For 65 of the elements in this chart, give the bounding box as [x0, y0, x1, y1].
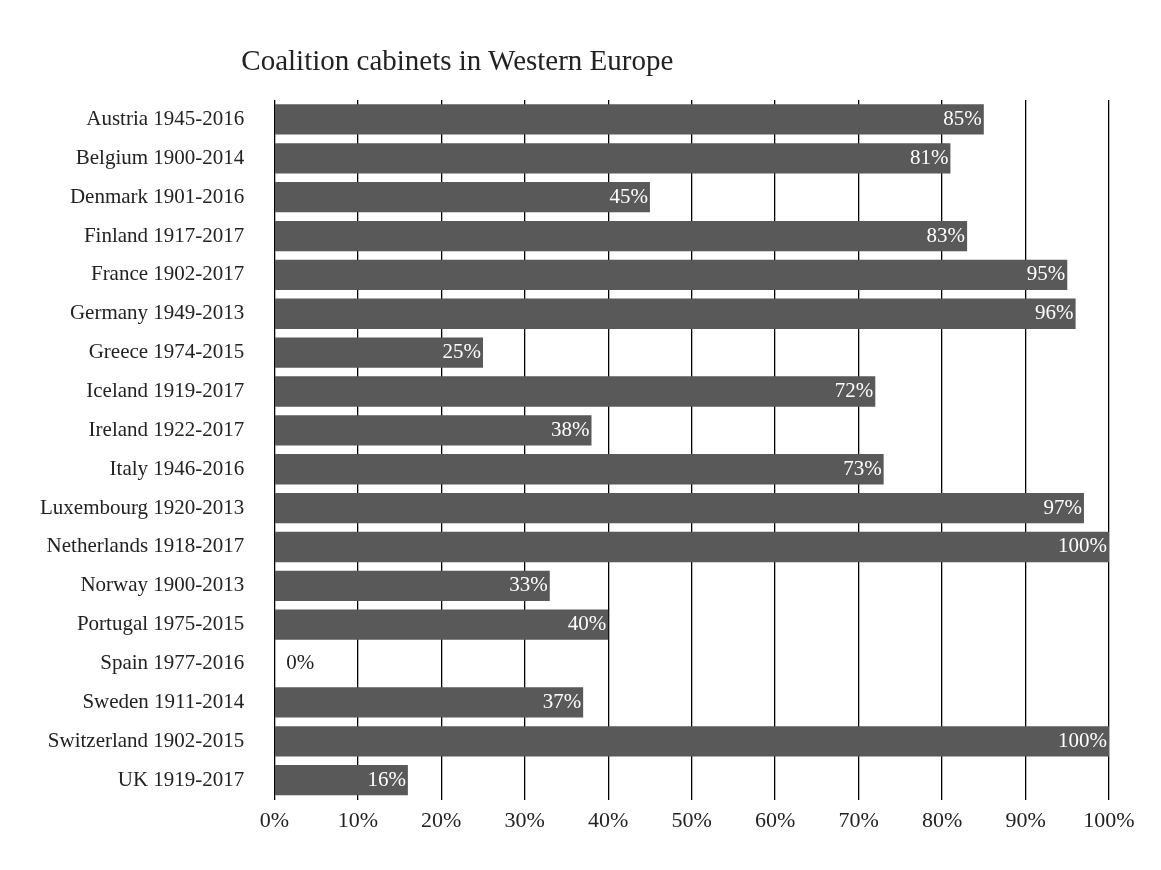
y-tick-label: Greece 1974-2015	[88, 339, 245, 364]
y-tick-label: Portugal 1975-2015	[76, 611, 245, 636]
bar	[274, 143, 951, 174]
data-label: 97%	[1043, 494, 1082, 519]
x-tick-label: 50%	[671, 806, 712, 832]
x-tick-label: 70%	[838, 806, 879, 832]
x-tick-label: 80%	[921, 806, 963, 832]
bar	[274, 298, 1076, 329]
x-tick-label: 30%	[504, 806, 545, 832]
data-label: 85%	[943, 105, 982, 130]
x-tick-label: 90%	[1005, 806, 1046, 832]
bar	[274, 337, 484, 368]
data-label: 40%	[567, 611, 607, 636]
data-label: 25%	[442, 339, 481, 364]
x-tick-label: 10%	[337, 806, 378, 832]
bar	[274, 492, 1084, 524]
data-label: 45%	[609, 183, 648, 208]
data-label: 72%	[834, 378, 874, 403]
y-tick-label: Iceland 1919-2017	[86, 378, 245, 403]
x-tick-label: 60%	[754, 806, 796, 832]
bar	[274, 182, 650, 213]
data-label: 83%	[926, 222, 966, 247]
data-label: 100%	[1058, 727, 1107, 752]
bar	[274, 726, 1109, 757]
bar	[274, 220, 968, 252]
bar	[274, 765, 408, 796]
y-tick-label: Finland 1917-2017	[83, 222, 245, 247]
y-tick-label: Spain 1977-2016	[100, 650, 245, 675]
y-tick-label: UK 1919-2017	[117, 766, 245, 791]
y-tick-label: Italy 1946-2016	[109, 455, 245, 480]
data-label: 38%	[551, 416, 590, 441]
data-label: 73%	[843, 455, 882, 480]
data-label: 0%	[286, 650, 315, 675]
bar	[274, 531, 1109, 563]
y-tick-label: Netherlands 1918-2017	[46, 533, 245, 558]
data-label: 96%	[1035, 300, 1074, 325]
x-tick-label: 40%	[588, 806, 629, 832]
y-tick-label: Denmark 1901-2016	[69, 183, 245, 208]
bar	[274, 570, 550, 601]
data-label: 95%	[1026, 261, 1066, 286]
bar	[274, 687, 584, 718]
data-label: 100%	[1058, 533, 1107, 558]
y-tick-label: France 1902-2017	[90, 261, 245, 286]
y-tick-label: Luxembourg 1920-2013	[40, 494, 245, 519]
data-label: 37%	[542, 688, 582, 713]
y-tick-label: Ireland 1922-2017	[88, 416, 245, 441]
data-label: 16%	[367, 766, 406, 791]
y-tick-label: Switzerland 1902-2015	[47, 727, 245, 752]
bar	[274, 415, 592, 446]
bar	[274, 609, 609, 640]
data-label: 33%	[509, 572, 548, 597]
data-label: 81%	[909, 144, 949, 169]
y-tick-label: Germany 1949-2013	[69, 300, 245, 325]
x-tick-label: 0%	[259, 806, 289, 832]
x-tick-label: 100%	[1083, 806, 1135, 832]
bar	[274, 454, 884, 485]
bar	[274, 104, 984, 135]
chart-title: Coalition cabinets in Western Europe	[241, 43, 674, 76]
y-tick-label: Austria 1945-2016	[86, 105, 245, 130]
y-tick-label: Norway 1900-2013	[80, 572, 245, 597]
y-tick-label: Belgium 1900-2014	[75, 144, 245, 169]
bar	[274, 259, 1068, 291]
y-tick-label: Sweden 1911-2014	[82, 688, 245, 713]
bar	[274, 376, 876, 407]
x-tick-label: 20%	[421, 806, 462, 832]
